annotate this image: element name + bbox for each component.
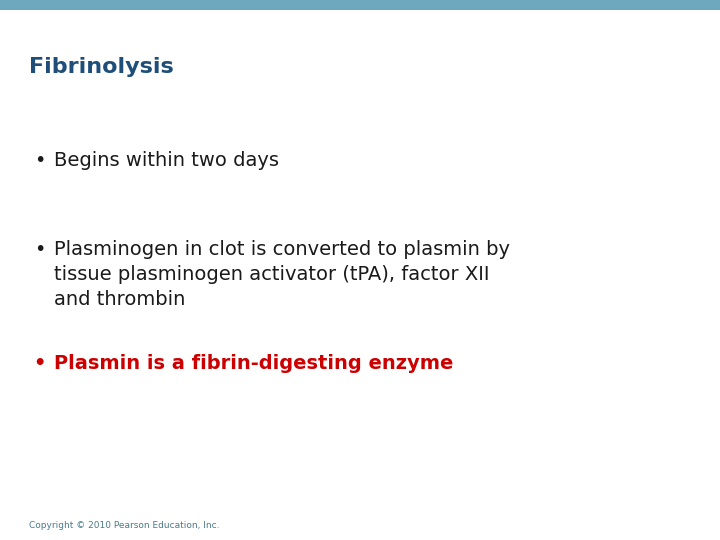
Text: •: • [33, 354, 46, 373]
Text: Plasmin is a fibrin-digesting enzyme: Plasmin is a fibrin-digesting enzyme [54, 354, 454, 373]
Text: Fibrinolysis: Fibrinolysis [29, 57, 174, 77]
Text: •: • [34, 151, 45, 170]
Bar [0, 0, 720, 10]
Text: •: • [34, 240, 45, 259]
Text: Copyright © 2010 Pearson Education, Inc.: Copyright © 2010 Pearson Education, Inc. [29, 521, 220, 530]
Text: Begins within two days: Begins within two days [54, 151, 279, 170]
Text: Plasminogen in clot is converted to plasmin by
tissue plasminogen activator (tPA: Plasminogen in clot is converted to plas… [54, 240, 510, 309]
